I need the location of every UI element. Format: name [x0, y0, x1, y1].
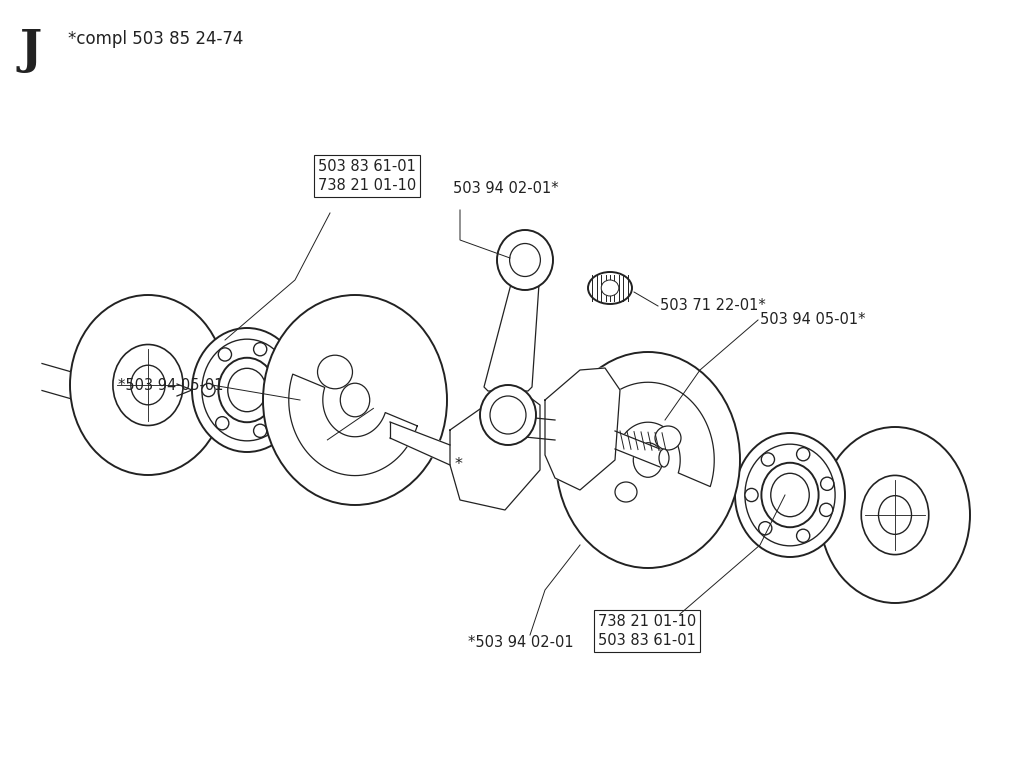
Ellipse shape: [497, 230, 553, 290]
Ellipse shape: [588, 272, 632, 304]
Circle shape: [797, 529, 810, 542]
Ellipse shape: [340, 383, 370, 417]
Circle shape: [819, 503, 833, 516]
Ellipse shape: [218, 358, 275, 422]
Ellipse shape: [193, 328, 302, 452]
Ellipse shape: [480, 385, 536, 445]
Circle shape: [276, 398, 290, 411]
Polygon shape: [505, 415, 555, 440]
Circle shape: [218, 348, 231, 361]
Text: 503 94 02-01*: 503 94 02-01*: [453, 181, 559, 196]
Circle shape: [254, 424, 267, 437]
Ellipse shape: [655, 426, 681, 450]
Ellipse shape: [879, 496, 911, 535]
Polygon shape: [289, 374, 417, 476]
Ellipse shape: [263, 295, 447, 505]
Polygon shape: [484, 284, 539, 391]
Circle shape: [744, 489, 758, 502]
Circle shape: [278, 372, 291, 385]
Circle shape: [820, 477, 834, 490]
Circle shape: [761, 453, 774, 466]
Ellipse shape: [615, 482, 637, 502]
Text: *compl 503 85 24-74: *compl 503 85 24-74: [68, 30, 244, 48]
Ellipse shape: [227, 368, 266, 411]
Ellipse shape: [510, 244, 541, 277]
Circle shape: [202, 384, 215, 397]
Circle shape: [759, 522, 772, 535]
Ellipse shape: [70, 295, 226, 475]
Text: 503 71 22-01*: 503 71 22-01*: [660, 299, 766, 313]
Ellipse shape: [202, 339, 292, 441]
Text: *: *: [455, 457, 463, 473]
Text: *503 94 02-01: *503 94 02-01: [468, 635, 573, 650]
Ellipse shape: [317, 355, 352, 389]
Ellipse shape: [633, 443, 663, 477]
Text: *503 94 05-01: *503 94 05-01: [118, 378, 223, 392]
Ellipse shape: [820, 427, 970, 603]
Ellipse shape: [735, 433, 845, 557]
Ellipse shape: [490, 396, 526, 434]
Text: 738 21 01-10
503 83 61-01: 738 21 01-10 503 83 61-01: [598, 614, 696, 648]
Ellipse shape: [113, 345, 183, 425]
Ellipse shape: [744, 444, 836, 546]
Polygon shape: [615, 431, 660, 467]
Text: 503 94 05-01*: 503 94 05-01*: [760, 313, 865, 328]
Text: J: J: [20, 27, 42, 73]
Circle shape: [216, 417, 228, 430]
Circle shape: [254, 342, 267, 356]
Ellipse shape: [659, 449, 669, 467]
Ellipse shape: [556, 352, 740, 568]
Ellipse shape: [762, 463, 818, 527]
Ellipse shape: [771, 473, 809, 517]
Polygon shape: [390, 422, 450, 465]
Polygon shape: [586, 382, 714, 486]
Ellipse shape: [496, 414, 514, 436]
Circle shape: [797, 447, 810, 461]
Text: 503 83 61-01
738 21 01-10: 503 83 61-01 738 21 01-10: [318, 159, 416, 193]
Polygon shape: [450, 390, 540, 510]
Polygon shape: [545, 368, 620, 490]
Ellipse shape: [861, 476, 929, 555]
Ellipse shape: [131, 365, 165, 404]
Ellipse shape: [601, 280, 618, 296]
